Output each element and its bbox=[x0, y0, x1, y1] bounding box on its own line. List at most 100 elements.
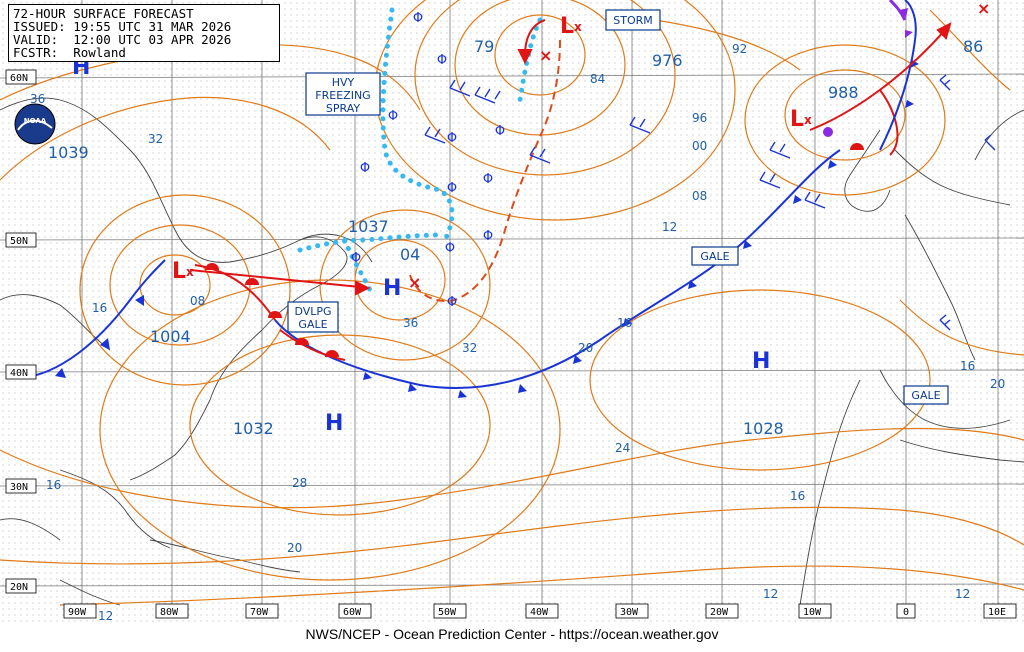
warm-front-mid bbox=[279, 329, 346, 361]
storm-tracks bbox=[189, 19, 952, 296]
svg-text:20: 20 bbox=[287, 541, 302, 555]
l2-value: 976 bbox=[652, 51, 683, 70]
svg-text:Φ: Φ bbox=[447, 295, 457, 310]
svg-text:SPRAY: SPRAY bbox=[326, 102, 360, 115]
svg-text:Φ: Φ bbox=[445, 241, 455, 256]
surface-forecast-map: Φ Φ Φ Φ Φ Φ Φ Φ Φ Φ Φ Φ L x L x × L x × … bbox=[0, 0, 1024, 625]
high-h4-symbol: H bbox=[752, 349, 770, 374]
svg-text:Φ: Φ bbox=[437, 53, 447, 68]
svg-text:HVY: HVY bbox=[332, 76, 355, 89]
svg-text:STORM: STORM bbox=[613, 14, 653, 27]
warning-label-storm: STORM bbox=[605, 9, 661, 31]
svg-text:92: 92 bbox=[732, 42, 747, 56]
cold-front-west bbox=[19, 259, 166, 379]
forecast-title: 72-HOUR SURFACE FORECAST bbox=[13, 6, 194, 21]
high-h3-symbol: H bbox=[325, 411, 343, 436]
warning-label-dvlpg-gale: DVLPG GALE bbox=[287, 301, 339, 333]
svg-text:08: 08 bbox=[692, 189, 707, 203]
svg-text:10W: 10W bbox=[803, 607, 822, 618]
svg-text:NOAA: NOAA bbox=[24, 117, 47, 125]
svg-text:Φ: Φ bbox=[388, 109, 398, 124]
valid-time: VALID: 12:00 UTC 03 APR 2026 bbox=[13, 32, 232, 47]
svg-text:Φ: Φ bbox=[483, 172, 493, 187]
svg-text:16: 16 bbox=[46, 478, 61, 492]
h4-value: 1028 bbox=[743, 419, 784, 438]
svg-text:32: 32 bbox=[462, 341, 477, 355]
svg-text:Φ: Φ bbox=[447, 131, 457, 146]
svg-text:40N: 40N bbox=[10, 368, 28, 379]
svg-text:96: 96 bbox=[692, 111, 707, 125]
svg-text:32: 32 bbox=[148, 132, 163, 146]
svg-text:30W: 30W bbox=[620, 607, 639, 618]
isobars bbox=[0, 0, 1024, 606]
svg-text:12: 12 bbox=[662, 220, 677, 234]
latitude-labels: 60N 50N 40N 30N 20N bbox=[5, 69, 37, 594]
occluded-front-west bbox=[879, 89, 899, 156]
warning-label-freezing-spray: HVY FREEZING SPRAY bbox=[305, 72, 381, 116]
svg-text:×: × bbox=[539, 46, 552, 65]
svg-text:16: 16 bbox=[960, 359, 975, 373]
warning-label-gale-east: GALE bbox=[903, 385, 949, 405]
svg-text:60W: 60W bbox=[343, 607, 362, 618]
low-l2-symbol: L bbox=[560, 14, 574, 39]
svg-text:12: 12 bbox=[955, 587, 970, 601]
svg-text:40W: 40W bbox=[530, 607, 549, 618]
svg-text:Φ: Φ bbox=[495, 124, 505, 139]
l1-value: 1004 bbox=[150, 327, 191, 346]
svg-text:08: 08 bbox=[190, 294, 205, 308]
svg-text:36: 36 bbox=[403, 316, 418, 330]
forecast-header: 72-HOUR SURFACE FORECAST ISSUED: 19:55 U… bbox=[8, 4, 280, 62]
svg-text:16: 16 bbox=[92, 301, 107, 315]
svg-text:DVLPG: DVLPG bbox=[294, 305, 331, 318]
svg-text:Φ: Φ bbox=[351, 251, 361, 266]
high-h2-symbol: H bbox=[383, 276, 401, 301]
svg-text:86: 86 bbox=[963, 37, 983, 56]
svg-text:79: 79 bbox=[474, 37, 494, 56]
svg-text:20N: 20N bbox=[10, 582, 28, 593]
svg-text:70W: 70W bbox=[250, 607, 269, 618]
svg-text:20: 20 bbox=[578, 341, 593, 355]
svg-text:Φ: Φ bbox=[483, 229, 493, 244]
freezing-spray-symbols: Φ Φ Φ Φ Φ Φ Φ Φ Φ Φ Φ Φ bbox=[351, 11, 505, 310]
svg-text:20W: 20W bbox=[710, 607, 729, 618]
svg-text:GALE: GALE bbox=[298, 318, 327, 331]
forecaster-name: FCSTR: Rowland bbox=[13, 45, 126, 60]
svg-text:Φ: Φ bbox=[447, 181, 457, 196]
svg-text:20: 20 bbox=[990, 377, 1005, 391]
svg-text:×: × bbox=[977, 0, 990, 18]
center-markers: L x L x × L x × × bbox=[172, 0, 990, 292]
low-l3-symbol: L bbox=[790, 107, 804, 132]
svg-text:36: 36 bbox=[30, 92, 45, 106]
svg-text:10E: 10E bbox=[988, 607, 1006, 618]
svg-text:50N: 50N bbox=[10, 236, 28, 247]
occluded-front-north bbox=[888, 0, 907, 21]
svg-text:30N: 30N bbox=[10, 482, 28, 493]
svg-text:16: 16 bbox=[617, 316, 632, 330]
svg-text:00: 00 bbox=[692, 139, 707, 153]
l3-value: 988 bbox=[828, 83, 859, 102]
svg-text:x: x bbox=[804, 113, 812, 127]
svg-text:16: 16 bbox=[790, 489, 805, 503]
wind-barbs bbox=[424, 74, 996, 331]
svg-text:×: × bbox=[408, 273, 421, 292]
svg-text:x: x bbox=[186, 265, 194, 279]
issued-time: ISSUED: 19:55 UTC 31 MAR 2026 bbox=[13, 19, 232, 34]
svg-text:84: 84 bbox=[590, 72, 605, 86]
footer-credit: NWS/NCEP - Ocean Prediction Center - htt… bbox=[305, 626, 719, 642]
svg-text:FREEZING: FREEZING bbox=[315, 89, 370, 102]
svg-text:24: 24 bbox=[615, 441, 630, 455]
occluded-front-pips bbox=[823, 8, 913, 137]
isobar-labels: 36 32 08 16 04 36 32 79 84 92 96 00 08 1… bbox=[30, 37, 1005, 623]
h3-value: 1032 bbox=[233, 419, 274, 438]
svg-text:80W: 80W bbox=[160, 607, 179, 618]
svg-text:Φ: Φ bbox=[360, 161, 370, 176]
svg-text:04: 04 bbox=[400, 245, 420, 264]
svg-text:Φ: Φ bbox=[413, 11, 423, 26]
noaa-logo: NOAA bbox=[14, 103, 56, 145]
svg-text:12: 12 bbox=[98, 609, 113, 623]
h2-value: 1037 bbox=[348, 217, 389, 236]
low-l1-symbol: L bbox=[172, 259, 186, 284]
svg-text:50W: 50W bbox=[438, 607, 457, 618]
svg-text:90W: 90W bbox=[68, 607, 87, 618]
warning-label-gale-mid: GALE bbox=[691, 246, 739, 266]
